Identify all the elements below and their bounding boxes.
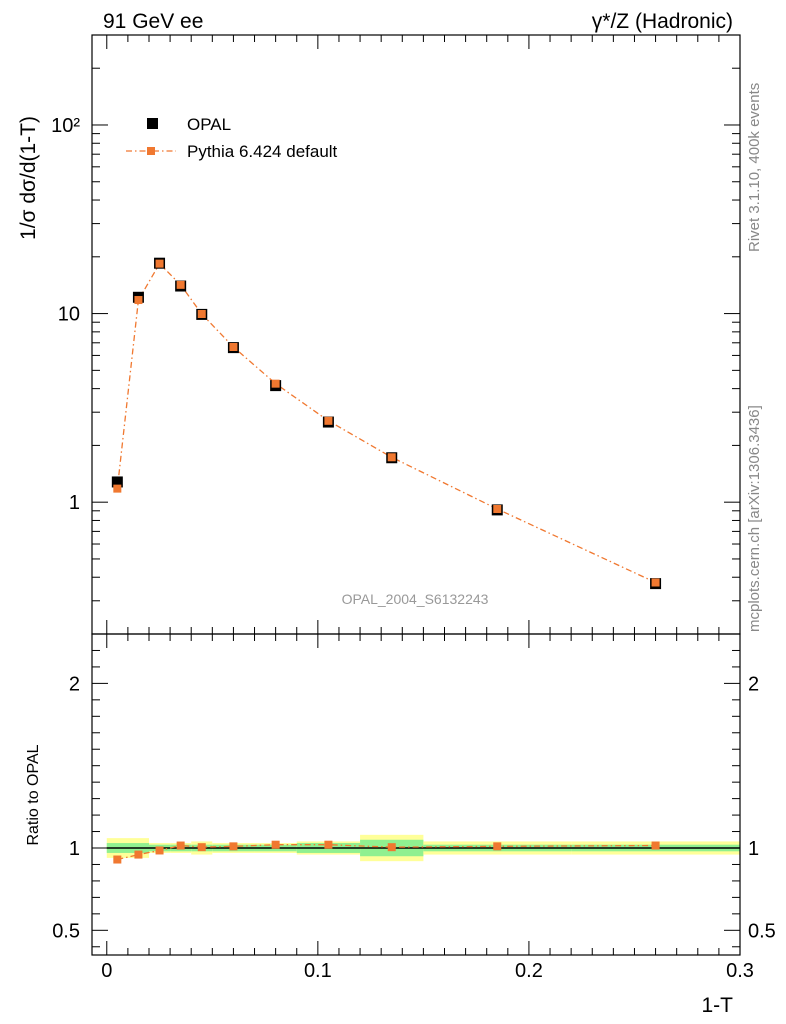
legend-opal-marker [147,118,158,129]
ratio-mc-point [176,841,185,850]
x-tick-label: 0 [101,960,112,982]
main-y-axis-label: 1/σ dσ/d(1-T) [17,116,40,240]
header-right: γ*/Z (Hadronic) [592,10,733,33]
ratio-y-axis-label: Ratio to OPAL [25,744,42,845]
mc-point [176,280,185,289]
legend-mc-marker [147,147,155,155]
ratio-y-tick-label: 0.5 [52,920,80,942]
opal-point [111,476,123,488]
x-tick-label: 0.3 [726,960,754,982]
ratio-y-tick-label: 1 [69,838,80,860]
marker-layer [111,257,662,864]
header-left: 91 GeV ee [103,10,203,33]
mc-point [134,296,143,305]
ratio-mc-point [324,840,333,849]
ratio-y-tick-label-right: 0.5 [748,920,776,942]
ratio-mc-point [155,846,164,855]
ratio-mc-point [229,842,238,851]
mc-line-layer [116,262,656,861]
mc-point [197,309,206,318]
ratio-mc-point [493,842,502,851]
mc-point [155,259,164,268]
ratio-mc-point [134,850,143,859]
ratio-mc-point [113,855,122,864]
analysis-label: OPAL_2004_S6132243 [342,591,489,607]
ratio-mc-point [197,843,206,852]
axis-ticks [92,34,741,955]
ratio-mc-point [651,841,660,850]
x-tick-label: 0.2 [515,960,543,982]
main-y-tick-label: 1 [69,492,80,514]
legend: OPAL Pythia 6.424 default [126,115,338,161]
mc-point [387,453,396,462]
mc-point [651,578,660,587]
ratio-panel-frame [91,633,741,956]
mc-point [493,505,502,514]
mcplots-label: mcplots.cern.ch [arXiv:1306.3436] [746,405,763,632]
tick-labels: 0 0.1 0.2 0.3 1 10 10² 0.5 0.5 1 1 2 2 [51,115,776,982]
mc-point [324,416,333,425]
x-tick-label: 0.1 [304,960,332,982]
legend-opal-label: OPAL [187,115,231,134]
mc-point [271,379,280,388]
mc-point [229,342,238,351]
ratio-y-tick-label-right: 2 [748,673,759,695]
ratio-mc-point [271,840,280,849]
rivet-version-label: Rivet 3.1.10, 400k events [746,82,763,252]
legend-mc-label: Pythia 6.424 default [187,142,338,161]
ratio-y-tick-label-right: 1 [748,838,759,860]
mc-point [113,484,122,493]
ratio-mc-point [387,843,396,852]
main-y-tick-label: 10 [58,304,80,326]
ratio-y-tick-label: 2 [69,673,80,695]
x-axis-label: 1-T [702,994,734,1017]
main-y-tick-label: 10² [51,115,80,137]
panel-frames [91,34,741,956]
